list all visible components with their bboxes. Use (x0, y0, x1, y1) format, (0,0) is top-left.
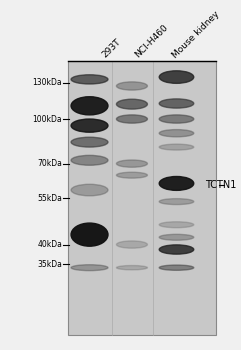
Ellipse shape (71, 265, 108, 271)
Ellipse shape (159, 199, 194, 205)
Ellipse shape (116, 266, 147, 270)
Ellipse shape (116, 82, 147, 90)
Ellipse shape (159, 99, 194, 108)
Ellipse shape (71, 155, 108, 165)
Text: Mouse kidney: Mouse kidney (171, 9, 221, 60)
Text: 70kDa: 70kDa (37, 159, 62, 168)
Ellipse shape (116, 115, 147, 123)
Text: 293T: 293T (100, 37, 122, 60)
Ellipse shape (71, 137, 108, 147)
Ellipse shape (116, 160, 147, 167)
Ellipse shape (159, 144, 194, 150)
Ellipse shape (159, 130, 194, 137)
Ellipse shape (116, 241, 147, 248)
Ellipse shape (71, 184, 108, 196)
Ellipse shape (159, 234, 194, 240)
Bar (68, 61, 216, 335)
Ellipse shape (159, 71, 194, 83)
Ellipse shape (159, 115, 194, 123)
Text: NCI-H460: NCI-H460 (134, 23, 170, 60)
Ellipse shape (159, 265, 194, 270)
Ellipse shape (159, 245, 194, 254)
Ellipse shape (159, 222, 194, 228)
Text: TCTN1: TCTN1 (205, 180, 236, 190)
Ellipse shape (71, 97, 108, 115)
Text: 55kDa: 55kDa (37, 194, 62, 203)
Ellipse shape (159, 176, 194, 190)
Ellipse shape (71, 75, 108, 84)
Ellipse shape (71, 119, 108, 132)
Text: 40kDa: 40kDa (37, 240, 62, 249)
Text: 35kDa: 35kDa (37, 260, 62, 269)
Ellipse shape (116, 172, 147, 178)
Text: 130kDa: 130kDa (33, 78, 62, 87)
Text: 100kDa: 100kDa (33, 114, 62, 124)
Ellipse shape (71, 223, 108, 246)
Ellipse shape (116, 99, 147, 109)
